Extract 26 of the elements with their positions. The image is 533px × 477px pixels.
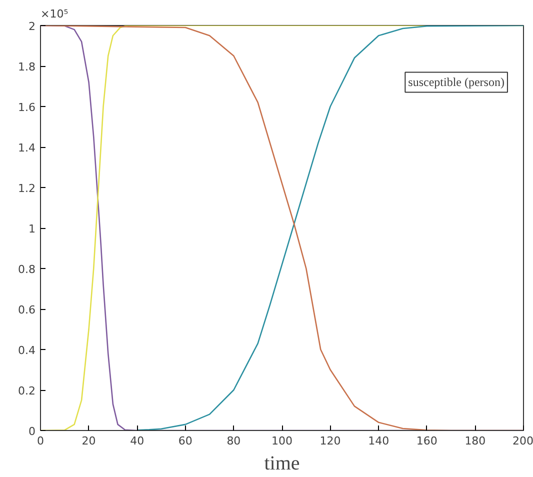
annotation: susceptible (person): [408, 75, 504, 90]
y-tick-label: 0: [28, 425, 36, 438]
y-tick-label: 0.2: [18, 384, 36, 398]
x-tick-label: 20: [82, 434, 96, 448]
x-tick-label: 160: [416, 434, 438, 448]
x-tick-label: 180: [464, 434, 486, 448]
line-series: [136, 26, 524, 430]
x-axis-title: time: [264, 452, 300, 474]
y-tick-label: 1.4: [18, 142, 36, 154]
x-tick-label: 0: [37, 434, 44, 448]
x-tick-label: 60: [178, 434, 192, 448]
y-tick-label: 0.6: [18, 304, 36, 316]
x-tick-label: 120: [320, 434, 341, 448]
y-tick-label: 1: [28, 222, 36, 236]
y-tick-label: 1.6: [18, 101, 36, 114]
x-tick-label: 80: [226, 434, 241, 448]
x-tick-label: 100: [272, 434, 292, 448]
y-tick-label: 0.4: [18, 344, 36, 357]
y-tick-label: 1.8: [18, 60, 36, 74]
y-tick-label: 0.8: [18, 263, 36, 276]
y-tick-label: 1.2: [18, 182, 36, 195]
x-tick-label: 140: [368, 434, 390, 448]
y-tick-label: 2: [28, 20, 36, 33]
text: ×10⁵: [40, 8, 68, 20]
x-tick-label: 40: [130, 434, 144, 448]
x-tick-label: 200: [512, 434, 533, 448]
